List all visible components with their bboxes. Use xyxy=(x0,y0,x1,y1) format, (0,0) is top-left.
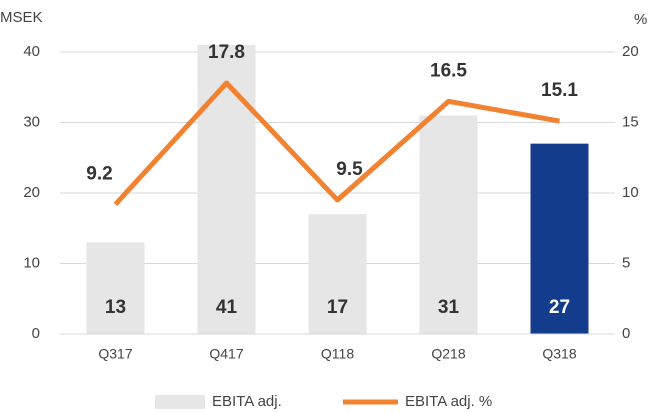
y2-tick-label: 15 xyxy=(622,113,639,130)
y-axis-title: MSEK xyxy=(0,9,43,26)
legend-label: EBITA adj. % xyxy=(405,393,492,410)
bar xyxy=(197,44,256,334)
line-value-label: 9.2 xyxy=(86,163,112,184)
bar xyxy=(308,214,367,334)
y-tick-label: 20 xyxy=(23,184,40,201)
y-tick-label: 40 xyxy=(23,43,40,60)
bar-value-label: 41 xyxy=(216,297,238,318)
line-value-label: 17.8 xyxy=(208,42,245,63)
line-value-label: 16.5 xyxy=(430,60,467,81)
bar-value-label: 17 xyxy=(327,297,348,318)
y-tick-label: 30 xyxy=(23,113,40,130)
bar-value-label: 27 xyxy=(549,297,570,318)
y2-tick-label: 20 xyxy=(622,43,639,60)
y-tick-label: 10 xyxy=(23,254,40,271)
line xyxy=(113,80,560,206)
bar xyxy=(86,242,145,334)
y2-tick-label: 10 xyxy=(622,184,639,201)
x-tick-label: Q317 xyxy=(98,346,132,362)
bar-value-label: 13 xyxy=(105,297,126,318)
bar xyxy=(530,143,589,334)
x-tick-label: Q118 xyxy=(321,346,354,362)
bar xyxy=(419,115,478,334)
x-tick-label: Q218 xyxy=(431,346,465,362)
y2-axis-title: % xyxy=(634,11,647,28)
line-value-label: 15.1 xyxy=(541,80,578,101)
y2-tick-label: 0 xyxy=(622,325,630,342)
bar-value-label: 31 xyxy=(438,297,460,318)
x-tick-label: Q417 xyxy=(209,346,243,362)
y2-tick-label: 5 xyxy=(622,254,630,271)
x-tick-label: Q318 xyxy=(542,346,576,362)
legend-label: EBITA adj. xyxy=(212,393,282,410)
legend-swatch xyxy=(155,395,205,409)
line-value-label: 9.5 xyxy=(336,159,363,180)
y-tick-label: 0 xyxy=(32,325,40,342)
